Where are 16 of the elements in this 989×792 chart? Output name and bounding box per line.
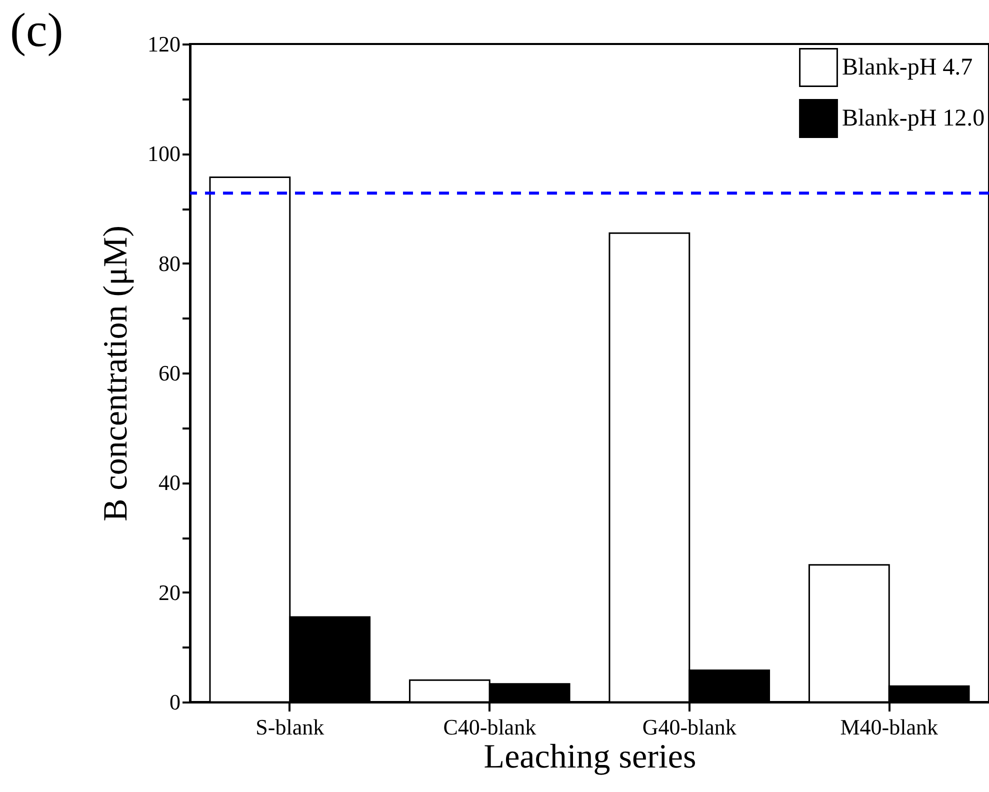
y-tick-label: 100 <box>148 141 180 166</box>
y-tick-label: 60 <box>158 360 180 386</box>
y-axis-title: B concentration (μM) <box>98 226 134 522</box>
y-tick-label: 40 <box>158 470 180 496</box>
legend-label: Blank-pH 4.7 <box>842 54 973 80</box>
y-tick-label: 120 <box>148 32 180 56</box>
x-tick-label: C40-blank <box>443 714 536 740</box>
x-tick-label: G40-blank <box>642 714 736 740</box>
y-tick-label: 0 <box>170 690 180 714</box>
y-tick-label: 80 <box>158 250 180 276</box>
x-axis-title: Leaching series <box>484 738 696 776</box>
chart-title: (c) <box>10 4 64 57</box>
y-tick-label: 20 <box>158 580 180 605</box>
legend-label: Blank-pH 12.0 <box>842 106 985 132</box>
x-tick-label: S-blank <box>256 714 324 740</box>
x-tick-label: M40-blank <box>840 714 938 740</box>
